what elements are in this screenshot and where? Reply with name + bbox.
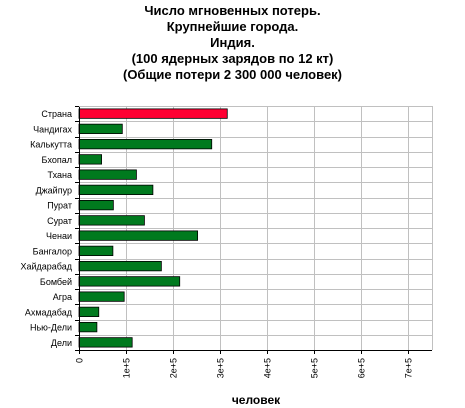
chart-title-line-5: (Общие потери 2 300 000 человек) — [122, 67, 343, 82]
axes — [75, 106, 433, 354]
bar-16 — [78, 337, 133, 348]
category-label: Пурат — [47, 201, 72, 211]
x-tick-label: 6e+5 — [357, 358, 367, 378]
x-tick-label: 2e+5 — [169, 358, 179, 378]
bar-15 — [78, 321, 98, 333]
category-label: Бхопал — [42, 155, 72, 165]
bar-4 — [78, 154, 102, 165]
category-label: Чандигах — [33, 124, 72, 134]
bar-3 — [78, 138, 213, 150]
category-label: Бангалор — [33, 246, 72, 256]
category-label: Хайдарабад — [20, 262, 72, 272]
chart-title-line-4: (100 ядерных зарядов по 12 кт) — [131, 51, 334, 66]
category-label: Калькутта — [30, 140, 72, 150]
category-label: Ахмадабад — [25, 307, 73, 317]
bar-8 — [78, 215, 145, 226]
bar-7 — [78, 199, 114, 211]
x-tick-label: 3e+5 — [216, 358, 226, 378]
x-tick-label: 4e+5 — [263, 358, 273, 378]
chart-title-line-2: Крупнейшие города. — [166, 19, 299, 34]
category-label: Сурат — [47, 216, 72, 226]
bars — [78, 108, 228, 348]
bar-9 — [78, 230, 199, 241]
x-tick-label: 5e+5 — [310, 358, 320, 378]
category-label: Агра — [53, 292, 72, 302]
bar-12 — [78, 276, 181, 287]
bar-5 — [78, 169, 137, 180]
category-label: Тхана — [48, 170, 72, 180]
category-label: Дели — [51, 338, 72, 348]
chart-title-line-1: Число мгновенных потерь. — [144, 3, 321, 18]
bar-1 — [78, 108, 228, 119]
chart-title-line-3: Индия. — [210, 35, 255, 50]
bar-2 — [78, 123, 123, 135]
bar-6 — [78, 184, 154, 196]
bar-14 — [78, 306, 100, 318]
grid-lines — [79, 106, 432, 350]
chart-title: Число мгновенных потерь. Крупнейшие горо… — [0, 3, 465, 83]
x-tick-label: 1e+5 — [122, 358, 132, 378]
bar-10 — [78, 245, 114, 257]
category-label: Бомбей — [40, 277, 72, 287]
x-tick-label: 7e+5 — [404, 358, 414, 378]
bar-13 — [78, 291, 125, 302]
category-label: Нью-Дели — [30, 323, 72, 333]
category-label: Джайпур — [36, 185, 72, 195]
axis-labels: Страна Чандигах Калькутта Бхопал Тхана Джайпу… — [20, 109, 413, 378]
x-axis-title: человек — [232, 393, 281, 407]
category-label: Страна — [41, 109, 72, 119]
x-tick-label: 0 — [75, 358, 85, 363]
bar-11 — [78, 260, 162, 272]
category-label: Ченаи — [46, 231, 72, 241]
